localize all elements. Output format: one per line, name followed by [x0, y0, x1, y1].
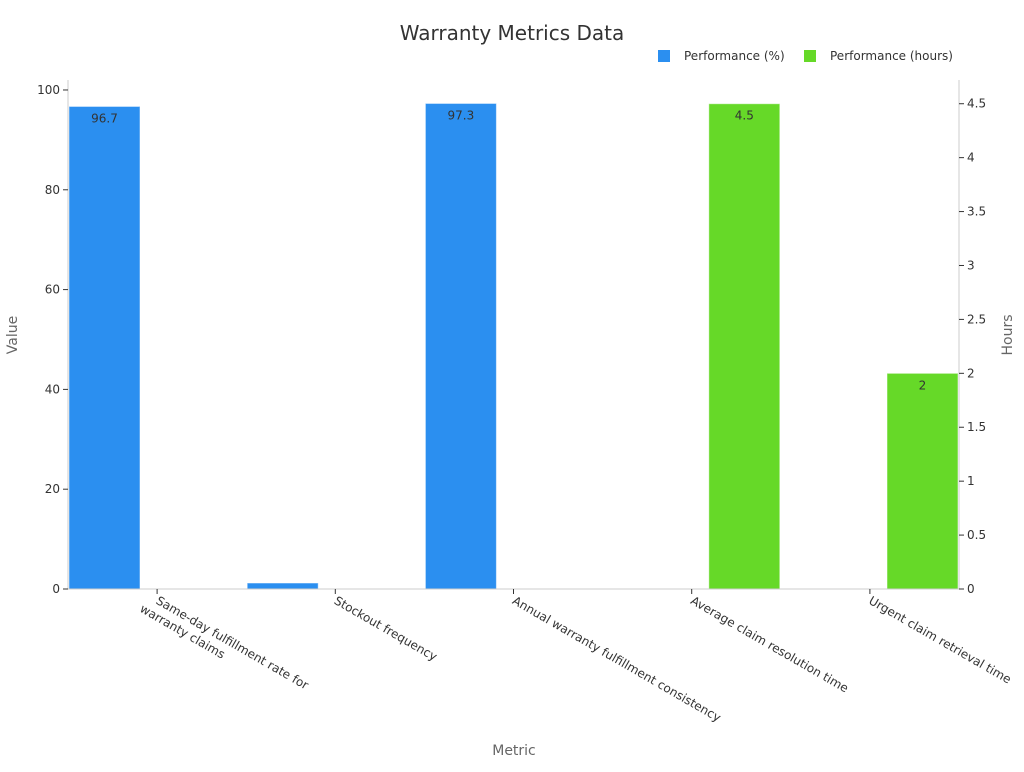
legend-label: Performance (hours) — [830, 49, 953, 63]
legend-swatch — [658, 50, 670, 62]
bar — [246, 582, 319, 590]
x-tick-label-line: Stockout frequency — [332, 593, 440, 663]
legend-swatch — [804, 50, 816, 62]
x-tick-label-line: Annual warranty fulfillment consistency — [510, 593, 723, 724]
y2-tick-label: 4 — [967, 151, 975, 165]
y-tick-label: 100 — [37, 83, 60, 97]
x-tick-label-line: Urgent claim retrieval time — [866, 593, 1013, 686]
x-tick-label-line: Average claim resolution time — [688, 593, 851, 695]
y-tick-label: 80 — [45, 183, 60, 197]
y-tick-label: 60 — [45, 283, 60, 297]
data-label: 2 — [919, 378, 927, 392]
y2-tick-label: 2.5 — [967, 312, 986, 326]
legend-label: Performance (%) — [684, 49, 785, 63]
bar — [708, 103, 781, 590]
data-label: 96.7 — [91, 111, 118, 125]
x-tick-label: Stockout frequency — [332, 593, 440, 663]
x-tick-label: Average claim resolution time — [688, 593, 851, 695]
y2-tick-label: 0.5 — [967, 528, 986, 542]
y2-tick-label: 4.5 — [967, 97, 986, 111]
y2-tick-label: 1 — [967, 474, 975, 488]
data-label: 97.3 — [448, 108, 475, 122]
y-axis-left: 0 20 40 60 80 100 — [37, 80, 69, 596]
x-axis-title: Metric — [492, 743, 536, 759]
y2-tick-label: 1.5 — [967, 420, 986, 434]
x-tick-label: Urgent claim retrieval time — [866, 593, 1013, 686]
y-tick-label: 40 — [45, 382, 60, 396]
x-axis: Same-day fulfillment rate forwarranty cl… — [68, 588, 1014, 725]
y2-tick-label: 3 — [967, 258, 975, 272]
legend: Performance (%) Performance (hours) — [658, 49, 953, 63]
bar — [68, 105, 141, 590]
y-tick-label: 0 — [52, 582, 60, 596]
x-tick-label-line: Same-day fulfillment rate for — [154, 593, 311, 692]
plot-area: 96.7 97.3 4.5 2 — [68, 102, 959, 590]
y2-tick-label: 2 — [967, 366, 975, 380]
y2-axis-title: Hours — [1000, 314, 1016, 355]
y-tick-label: 20 — [45, 482, 60, 496]
bar — [424, 102, 497, 590]
chart-title: Warranty Metrics Data — [400, 21, 625, 45]
y-axis-title: Value — [5, 316, 21, 354]
x-tick-label: Annual warranty fulfillment consistency — [510, 593, 723, 724]
y-axis-right: 0 0.5 1 1.5 2 2.5 3 3.5 4 4.5 — [958, 80, 986, 596]
y2-tick-label: 3.5 — [967, 205, 986, 219]
data-label: 4.5 — [735, 109, 754, 123]
x-tick-label: Same-day fulfillment rate forwarranty cl… — [137, 588, 311, 705]
y2-tick-label: 0 — [967, 582, 975, 596]
bar — [886, 372, 959, 590]
